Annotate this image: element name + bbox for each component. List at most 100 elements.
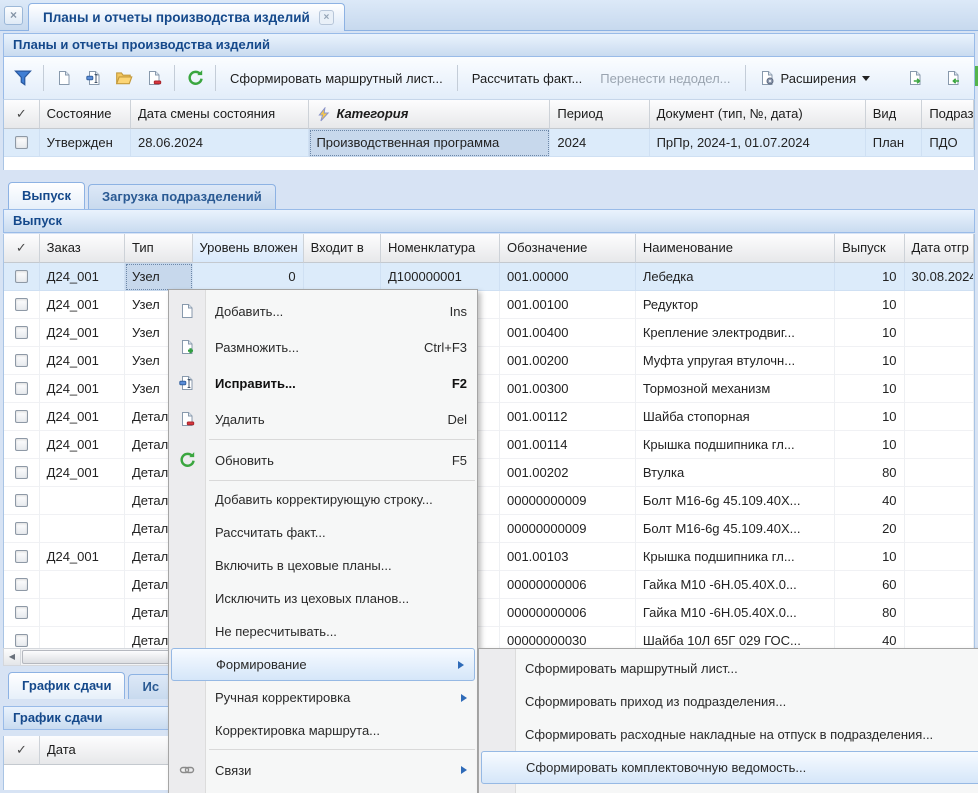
export-icon[interactable] (900, 63, 930, 93)
scrollbar-thumb[interactable] (22, 650, 170, 664)
row-select-cell[interactable] (4, 375, 40, 403)
row-select-cell[interactable] (4, 129, 40, 157)
row-select-cell[interactable] (4, 487, 40, 515)
add-icon[interactable] (49, 63, 79, 93)
menu-item[interactable]: Исправить... F2 (169, 365, 477, 401)
open-folder-icon[interactable] (109, 63, 139, 93)
row-checkbox[interactable] (14, 410, 28, 423)
row-checkbox[interactable] (14, 550, 28, 563)
menu-item[interactable] (169, 788, 477, 793)
col-order[interactable]: Заказ (39, 234, 125, 263)
row-checkbox[interactable] (14, 354, 28, 367)
col-kind[interactable]: Вид (865, 100, 923, 129)
col-ship-date[interactable]: Дата отгр (904, 234, 974, 263)
row-checkbox[interactable] (14, 270, 28, 283)
row-select-cell[interactable] (4, 347, 40, 375)
table-row[interactable]: Д24_001 Детал 001.00114 Крышка подшипника г… (4, 431, 974, 459)
col-period[interactable]: Период (550, 100, 650, 129)
row-checkbox[interactable] (14, 298, 28, 311)
generate-route-sheet-button[interactable]: Сформировать маршрутный лист... (230, 70, 443, 86)
row-checkbox[interactable] (14, 326, 28, 339)
col-parent[interactable]: Входит в (303, 234, 381, 263)
menu-item[interactable]: Не пересчитывать... (169, 615, 477, 648)
col-name[interactable]: Наименование (635, 234, 836, 263)
menu-item[interactable]: Добавить корректирующую строку... (169, 483, 477, 516)
tab-department-load[interactable]: Загрузка подразделений (88, 184, 276, 209)
menu-item[interactable]: Корректировка маршрута... (169, 714, 477, 747)
row-checkbox[interactable] (14, 136, 28, 149)
import-icon[interactable] (938, 63, 968, 93)
tab-close-icon[interactable]: × (318, 10, 334, 25)
menu-item[interactable]: Формирование (171, 648, 475, 681)
col-category[interactable]: Категория (309, 100, 551, 129)
row-checkbox[interactable] (14, 494, 28, 507)
select-all-header[interactable]: ✓ (4, 234, 40, 263)
row-checkbox[interactable] (14, 634, 28, 647)
tab-delivery-schedule[interactable]: График сдачи (8, 672, 126, 699)
col-department[interactable]: Подраз (922, 100, 974, 129)
extensions-button[interactable]: Расширения (751, 70, 879, 86)
menu-item[interactable]: Связи (169, 752, 477, 788)
row-select-cell[interactable] (4, 599, 40, 627)
row-select-cell[interactable] (4, 291, 40, 319)
filter-icon[interactable] (8, 63, 38, 93)
table-row[interactable]: Д24_001 Узел 001.00400 Крепление электродви… (4, 319, 974, 347)
menu-item[interactable]: Исключить из цеховых планов... (169, 582, 477, 615)
row-checkbox[interactable] (14, 606, 28, 619)
menu-item[interactable]: Сформировать расходные накладные на отпу… (479, 718, 978, 751)
table-row[interactable]: Детал 00000000009 Болт М16-6g 45.109.40Х..… (4, 515, 974, 543)
row-checkbox[interactable] (14, 522, 28, 535)
table-row[interactable]: Детал 00000000009 Болт М16-6g 45.109.40Х..… (4, 487, 974, 515)
menu-item[interactable]: Сформировать комплектовочную ведомость..… (481, 751, 978, 784)
menu-item[interactable]: Удалить Del (169, 401, 477, 437)
row-select-cell[interactable] (4, 403, 40, 431)
table-row[interactable]: Утвержден 28.06.2024 Производственная пр… (4, 129, 974, 157)
select-all-header[interactable]: ✓ (4, 736, 40, 765)
row-select-cell[interactable] (4, 431, 40, 459)
row-select-cell[interactable] (4, 543, 40, 571)
row-select-cell[interactable] (4, 459, 40, 487)
select-all-header[interactable]: ✓ (4, 100, 40, 129)
tab-output[interactable]: Выпуск (8, 182, 85, 209)
row-select-cell[interactable] (4, 627, 40, 648)
col-date[interactable]: Дата (40, 736, 172, 765)
menu-item[interactable]: Ручная корректировка (169, 681, 477, 714)
row-checkbox[interactable] (14, 466, 28, 479)
table-row[interactable]: Д24_001 Узел 001.00300 Тормозной механизм 10 (4, 375, 974, 403)
row-select-cell[interactable] (4, 263, 40, 291)
table-row[interactable]: Детал 00000000006 Гайка М10 -6Н.05.40Х.0..… (4, 599, 974, 627)
row-checkbox[interactable] (14, 578, 28, 591)
menu-item[interactable]: Сформировать маршрутный лист... (479, 652, 978, 685)
col-type[interactable]: Тип (125, 234, 193, 263)
row-select-cell[interactable] (4, 571, 40, 599)
menu-item[interactable]: Добавить... Ins (169, 293, 477, 329)
scroll-left-arrow-icon[interactable]: ◀ (4, 649, 21, 665)
table-row[interactable]: Д24_001 Детал 001.00202 Втулка 80 (4, 459, 974, 487)
menu-item[interactable]: Включить в цеховые планы... (169, 549, 477, 582)
row-checkbox[interactable] (14, 438, 28, 451)
menu-item[interactable]: Сформировать приход из подразделения... (479, 685, 978, 718)
table-row[interactable]: Детал 00000000030 Шайба 10Л 65Г 029 ГОС...… (4, 627, 974, 648)
menu-item[interactable]: Обновить F5 (169, 442, 477, 478)
row-select-cell[interactable] (4, 319, 40, 347)
table-row[interactable]: Д24_001 Детал 001.00112 Шайба стопорная 10 (4, 403, 974, 431)
col-state-date[interactable]: Дата смены состояния (130, 100, 310, 129)
row-select-cell[interactable] (4, 515, 40, 543)
col-nesting-level[interactable]: Уровень вложен (192, 234, 304, 263)
menu-item[interactable]: Рассчитать факт... (169, 516, 477, 549)
col-state[interactable]: Состояние (39, 100, 131, 129)
refresh-icon[interactable] (180, 63, 210, 93)
calculate-fact-button[interactable]: Рассчитать факт... (471, 70, 583, 86)
col-document[interactable]: Документ (тип, №, дата) (649, 100, 866, 129)
table-row[interactable]: Д24_001 Детал 001.00103 Крышка подшипника г… (4, 543, 974, 571)
col-designation[interactable]: Обозначение (499, 234, 636, 263)
col-nomenclature[interactable]: Номенклатура (380, 234, 500, 263)
table-row[interactable]: Детал 00000000006 Гайка М10 -6Н.05.40Х.0..… (4, 571, 974, 599)
table-row[interactable]: Д24_001 Узел 001.00200 Муфта упругая втулоч… (4, 347, 974, 375)
close-all-tabs-icon[interactable]: × (4, 6, 23, 25)
table-row[interactable]: Д24_001 Узел 0 Д100000001 001.00000 Лебедка 10… (4, 263, 974, 291)
tab-plans-reports[interactable]: Планы и отчеты производства изделий × (28, 3, 345, 31)
delete-icon[interactable] (139, 63, 169, 93)
menu-item[interactable]: Размножить... Ctrl+F3 (169, 329, 477, 365)
edit-icon[interactable] (79, 63, 109, 93)
